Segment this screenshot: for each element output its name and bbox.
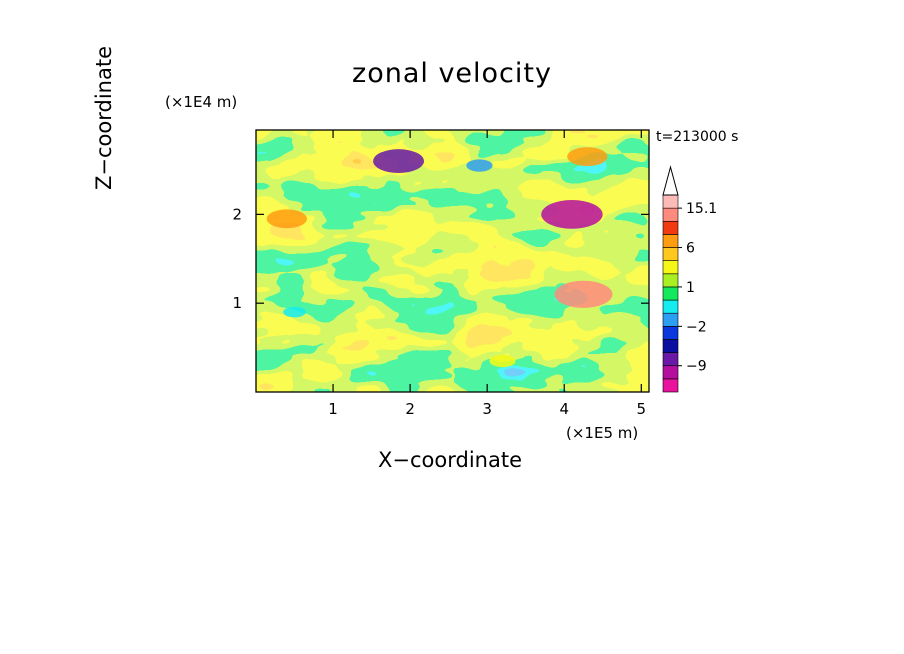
colorbar-swatch-9 xyxy=(662,260,679,275)
axes: 1 2 3 4 5 1 2 xyxy=(232,130,649,418)
colorbar-label-2: 1 xyxy=(686,280,695,296)
time-annotation: t=213000 s xyxy=(656,129,739,145)
colorbar-swatch-4 xyxy=(662,326,679,340)
colorbar-swatch-0 xyxy=(662,378,679,393)
y-tick-label-1: 1 xyxy=(232,294,242,312)
x-tick-label-2: 2 xyxy=(405,400,415,418)
feature-3 xyxy=(567,147,608,167)
colorbar-swatch-3 xyxy=(662,339,679,353)
feature-5 xyxy=(283,306,306,318)
colorbar-label-1: 6 xyxy=(686,241,695,257)
plot-frame xyxy=(255,129,650,393)
y-tick-label-2: 2 xyxy=(232,205,242,223)
colorbar-swatch-7 xyxy=(662,286,679,301)
y-axis-label: Z−coordinate xyxy=(92,46,116,190)
x-tick-label-4: 4 xyxy=(559,400,569,418)
colorbar-label-0: 15.1 xyxy=(686,201,717,217)
x-axis-unit: (×1E5 m) xyxy=(566,424,639,442)
feature-1 xyxy=(541,199,603,229)
contour-field xyxy=(256,130,649,392)
feature-6 xyxy=(466,159,493,172)
colorbar-swatch-8 xyxy=(662,273,679,288)
x-tick-label-1: 1 xyxy=(328,400,338,418)
contour-texture xyxy=(256,130,649,392)
colorbar-swatch-12 xyxy=(662,220,679,235)
x-tick-label-3: 3 xyxy=(482,400,492,418)
colorbar: 15.1 6 1 −2 −9 xyxy=(662,165,717,393)
x-axis-label: X−coordinate xyxy=(378,448,522,472)
colorbar-swatch-10 xyxy=(662,247,679,261)
colorbar-overflow-arrow xyxy=(662,165,679,196)
colorbar-label-4: −9 xyxy=(686,359,707,375)
y-axis-unit: (×1E4 m) xyxy=(165,93,238,111)
colorbar-swatch-11 xyxy=(662,234,679,248)
feature-7 xyxy=(489,354,516,368)
feature-2 xyxy=(373,149,424,174)
x-tick-label-5: 5 xyxy=(637,400,647,418)
feature-4 xyxy=(266,209,307,229)
colorbar-swatch-1 xyxy=(662,365,679,380)
colorbar-swatch-13 xyxy=(662,207,679,222)
chart-title: zonal velocity xyxy=(352,58,552,89)
colorbar-swatch-2 xyxy=(662,352,679,367)
colorbar-label-3: −2 xyxy=(686,319,707,335)
feature-0 xyxy=(554,280,613,308)
colorbar-swatch-5 xyxy=(662,312,679,327)
colorbar-swatch-6 xyxy=(662,299,679,314)
colorbar-swatch-14 xyxy=(662,194,679,209)
velocity-features xyxy=(266,147,613,368)
